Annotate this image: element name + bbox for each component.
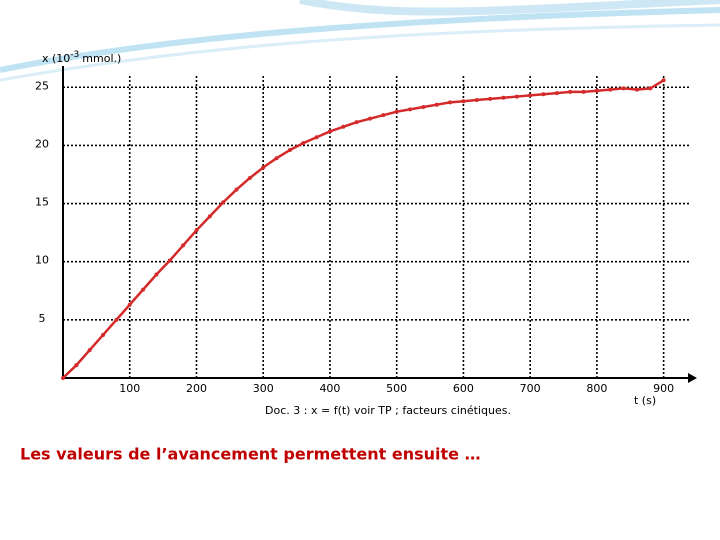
data-line [62,79,665,379]
x-tick-label: 400 [319,382,340,395]
data-point [74,363,79,368]
data-point [114,317,119,322]
y-axis-label-base: x (10 [42,52,70,65]
data-point [141,287,146,292]
y-axis-label: x (10-3 mmol.) [42,50,121,66]
data-point [301,141,306,146]
y-axis-label-exponent: -3 [70,50,79,60]
data-point [474,98,479,103]
x-tick-label: 600 [453,382,474,395]
data-point [581,89,586,94]
x-tick-label: 500 [386,382,407,395]
data-point [314,135,319,140]
x-tick-label: 300 [253,382,274,395]
data-point [394,109,399,114]
data-point [127,302,132,307]
caption: Doc. 3 : x = f(t) voir TP ; facteurs cin… [265,404,511,417]
data-point [167,258,172,263]
data-point [621,86,626,91]
data-point [568,89,573,94]
data-point [528,93,533,98]
data-point [61,376,65,380]
data-point [234,187,239,192]
y-tick-label: 10 [35,254,49,267]
data-point [101,332,106,337]
data-point [554,91,559,96]
data-point [87,348,92,353]
note: Les valeurs de l’avancement permettent e… [20,445,481,464]
data-point [634,87,639,92]
data-point [367,116,372,121]
y-tick-label: 25 [35,79,49,92]
data-point [514,94,519,99]
data-point [261,165,266,170]
x-tick-label: 700 [520,382,541,395]
data-point [434,102,439,107]
data-point [488,96,493,101]
data-point [501,95,506,100]
y-tick-label: 15 [35,196,49,209]
x-tick-label: 900 [653,382,674,395]
data-point [541,92,546,97]
data-point [421,105,426,110]
data-point [408,107,413,112]
decoration [0,7,720,73]
x-axis-label: t (s) [634,394,656,407]
data-point [287,148,292,153]
y-tick-label: 20 [35,137,49,150]
data-point [648,86,653,91]
data-point [221,200,226,205]
data-point [181,243,186,248]
x-tick-label: 200 [186,382,207,395]
data-point [327,129,332,134]
data-point [594,88,599,93]
decoration [0,23,720,82]
data-point [448,100,453,105]
data-point [661,78,666,83]
data-point [381,113,386,118]
data-point [154,272,159,277]
data-point [194,228,199,233]
data-point [247,175,252,180]
data-point [354,120,359,125]
x-tick-label: 100 [119,382,140,395]
y-axis-label-unit: mmol.) [82,52,121,65]
x-axis-arrow [688,373,697,383]
y-tick-label: 5 [39,312,46,325]
data-point [207,214,212,219]
data-point [341,124,346,129]
data-point [274,156,279,161]
data-point [608,87,613,92]
decoration [299,0,720,16]
data-point [461,99,466,104]
x-tick-label: 800 [586,382,607,395]
